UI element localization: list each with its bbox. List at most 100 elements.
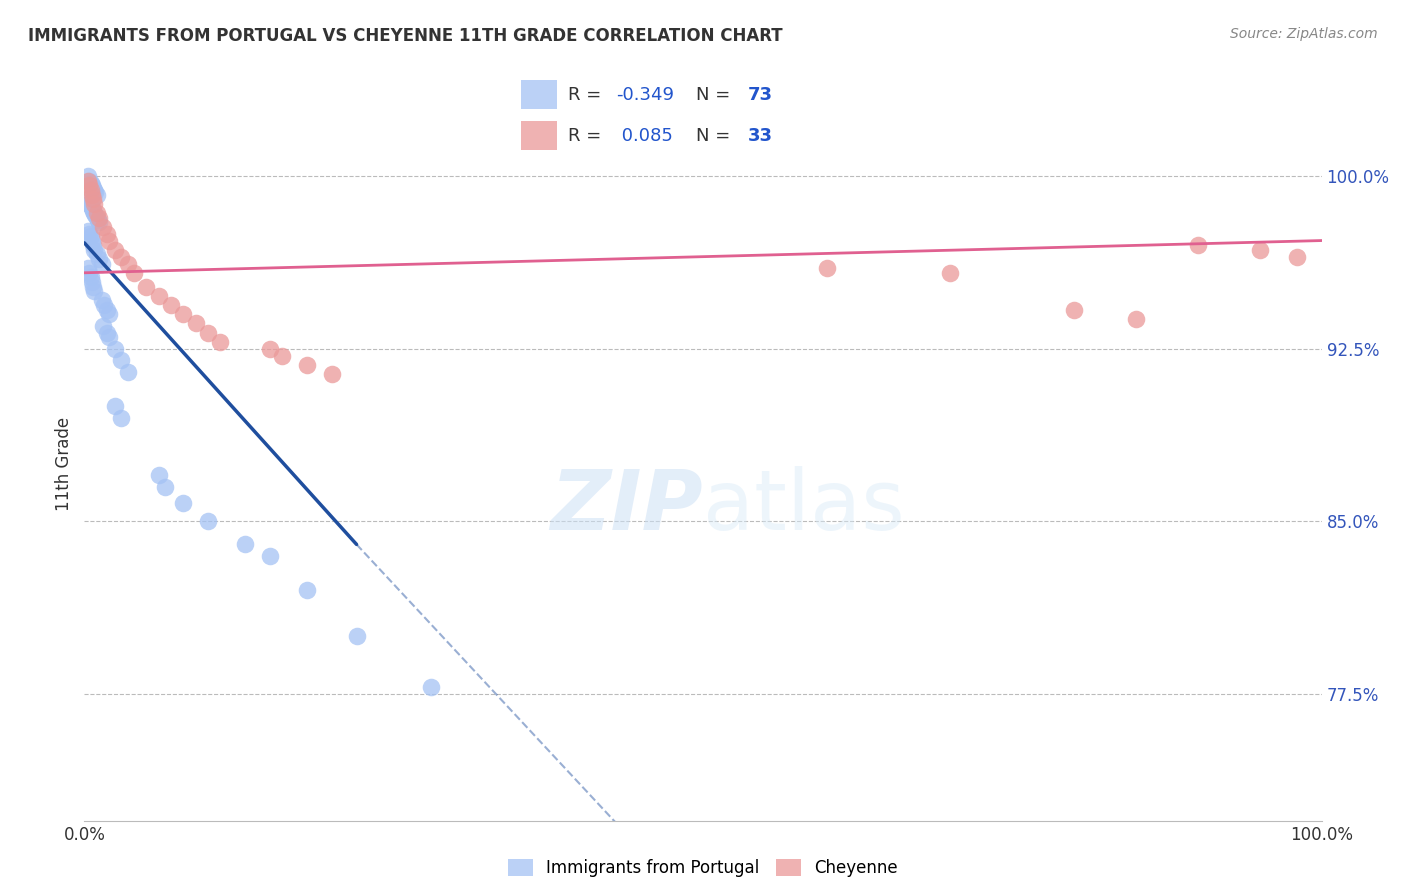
Point [90, 256, 112, 270]
Point [197, 326, 219, 340]
Point [77, 261, 100, 276]
Text: 33: 33 [748, 127, 772, 145]
Point [122, 266, 145, 280]
Point [79, 266, 101, 280]
Text: -0.349: -0.349 [616, 86, 673, 103]
Point [184, 317, 207, 331]
Point [83, 183, 105, 197]
Point [321, 367, 343, 381]
Point [110, 250, 132, 264]
Point [77, 192, 100, 206]
Point [295, 583, 318, 598]
Text: N =: N = [696, 127, 737, 145]
Point [89, 252, 111, 266]
Point [83, 284, 105, 298]
Point [79, 174, 101, 188]
Point [104, 342, 127, 356]
Text: N =: N = [696, 86, 737, 103]
Point [83, 206, 105, 220]
Point [209, 334, 232, 349]
Point [98, 307, 121, 321]
Point [83, 196, 105, 211]
Point [815, 261, 838, 276]
Text: IMMIGRANTS FROM PORTUGAL VS CHEYENNE 11TH GRADE CORRELATION CHART: IMMIGRANTS FROM PORTUGAL VS CHEYENNE 11T… [28, 27, 783, 45]
FancyBboxPatch shape [520, 80, 557, 109]
Point [84, 185, 107, 199]
Point [91, 219, 114, 234]
Point [1187, 238, 1209, 252]
Point [96, 227, 118, 241]
Point [82, 180, 104, 194]
Point [1125, 311, 1147, 326]
Point [135, 279, 157, 293]
Point [86, 187, 108, 202]
Point [89, 215, 111, 229]
Text: atlas: atlas [703, 467, 904, 547]
Text: ZIP: ZIP [550, 467, 703, 547]
Point [117, 256, 139, 270]
Point [80, 275, 103, 289]
Point [93, 298, 115, 312]
Point [89, 211, 111, 225]
Point [148, 468, 170, 483]
Text: 0.085: 0.085 [616, 127, 672, 145]
Point [90, 293, 112, 308]
Point [79, 229, 101, 244]
Point [82, 279, 104, 293]
Point [172, 496, 194, 510]
Point [80, 187, 103, 202]
Point [1249, 243, 1271, 257]
Point [117, 365, 139, 379]
Point [79, 176, 101, 190]
Point [1063, 302, 1085, 317]
FancyBboxPatch shape [520, 121, 557, 150]
Point [86, 211, 108, 225]
Point [77, 224, 100, 238]
Legend: Immigrants from Portugal, Cheyenne: Immigrants from Portugal, Cheyenne [501, 852, 905, 884]
Point [160, 298, 183, 312]
Point [346, 630, 368, 644]
Point [104, 399, 127, 413]
Text: R =: R = [568, 127, 607, 145]
Y-axis label: 11th Grade: 11th Grade [55, 417, 73, 511]
Text: R =: R = [568, 86, 607, 103]
Point [79, 178, 101, 193]
Point [79, 270, 101, 285]
Point [172, 307, 194, 321]
Point [233, 537, 256, 551]
Point [80, 178, 103, 193]
Point [271, 349, 294, 363]
Point [83, 243, 105, 257]
Point [104, 243, 127, 257]
Point [98, 234, 121, 248]
Point [82, 238, 104, 252]
Point [197, 515, 219, 529]
Point [79, 199, 101, 213]
Point [87, 212, 110, 227]
Point [91, 318, 114, 333]
Point [82, 203, 104, 218]
Point [79, 183, 101, 197]
Text: 73: 73 [748, 86, 772, 103]
Point [80, 234, 103, 248]
Point [148, 289, 170, 303]
Text: Source: ZipAtlas.com: Source: ZipAtlas.com [1230, 27, 1378, 41]
Point [110, 410, 132, 425]
Point [1285, 250, 1308, 264]
Point [77, 174, 100, 188]
Point [259, 342, 281, 356]
Point [77, 169, 100, 183]
Point [259, 549, 281, 563]
Point [295, 358, 318, 372]
Point [79, 227, 101, 241]
Point [419, 680, 441, 694]
Point [98, 330, 121, 344]
Point [86, 247, 108, 261]
Point [153, 480, 176, 494]
Point [82, 192, 104, 206]
Point [96, 326, 118, 340]
Point [939, 266, 962, 280]
Point [79, 196, 101, 211]
Point [80, 202, 103, 216]
Point [84, 208, 107, 222]
